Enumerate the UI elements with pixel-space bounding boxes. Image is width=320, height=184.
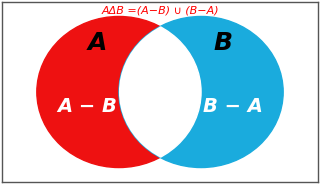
Text: B: B: [214, 31, 233, 55]
Text: B − A: B − A: [203, 97, 263, 116]
Ellipse shape: [37, 17, 201, 167]
Text: A − B: A − B: [57, 97, 117, 116]
Ellipse shape: [119, 17, 283, 167]
Text: A: A: [87, 31, 107, 55]
Text: AΔB =(A−B) ∪ (B−A): AΔB =(A−B) ∪ (B−A): [101, 6, 219, 16]
Ellipse shape: [37, 17, 201, 167]
